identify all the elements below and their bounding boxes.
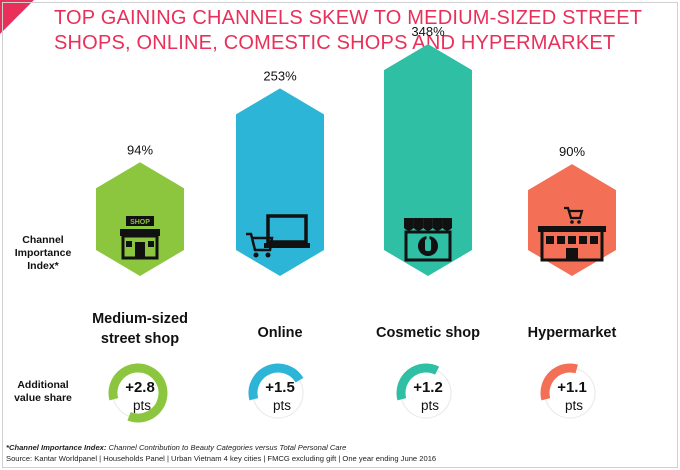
awning-stripe — [413, 218, 424, 231]
category-label: Medium-sized — [92, 311, 188, 327]
shop-sign-board — [126, 216, 154, 226]
awning-stripe — [423, 218, 433, 231]
index-bar — [528, 164, 616, 276]
share-value-label: +1.1 — [557, 379, 587, 396]
market-window — [568, 236, 576, 244]
footnote-definition: *Channel Importance Index: Channel Contr… — [6, 443, 676, 454]
market-window — [546, 236, 554, 244]
share-label-line-1: Additional — [17, 379, 69, 391]
index-label-line-2: Importance — [14, 247, 72, 259]
market-window — [579, 236, 587, 244]
market-cart — [564, 206, 584, 220]
market-window — [557, 236, 565, 244]
storefront-body — [404, 230, 452, 262]
share-unit-label: pts — [273, 398, 291, 413]
share-unit-label: pts — [565, 398, 583, 413]
slide-title: TOP GAINING CHANNELS SKEW TO MEDIUM-SIZE… — [54, 6, 674, 56]
index-label-line-1: Channel — [22, 234, 64, 246]
storefront-bottle-icon — [404, 218, 452, 262]
category-label: street shop — [101, 331, 179, 347]
laptop-screen — [266, 214, 308, 244]
category-label: Online — [257, 325, 302, 341]
market-cart-wheel-left — [570, 220, 574, 224]
share-row-label: Additional value share — [4, 379, 82, 405]
index-label-line-3: Index* — [27, 260, 59, 272]
footnote-definition-label: *Channel Importance Index: — [6, 443, 107, 452]
share-value-label: +2.8 — [125, 379, 155, 396]
share-value-label: +1.5 — [265, 379, 295, 396]
index-value-label: 90% — [559, 144, 585, 159]
shop-awning — [120, 229, 160, 236]
laptop-base — [264, 243, 310, 248]
cart-wheel-left — [253, 252, 259, 258]
shop-sign-text: SHOP — [130, 219, 150, 226]
share-unit-label: pts — [133, 398, 151, 413]
cart-body — [246, 232, 274, 252]
title-line-1: TOP GAINING CHANNELS SKEW TO MEDIUM-SIZE… — [54, 7, 643, 29]
index-value-label: 348% — [411, 24, 445, 39]
cart-wheel-right — [265, 252, 271, 258]
awning-stripe — [404, 218, 414, 231]
shop-window-right — [148, 241, 154, 247]
share-unit-label: pts — [421, 398, 439, 413]
share-ring-arc — [540, 363, 578, 401]
market-door — [566, 248, 578, 260]
footnote: *Channel Importance Index: Channel Contr… — [6, 443, 676, 464]
index-value-label: 94% — [127, 142, 153, 157]
corner-accent — [0, 0, 34, 34]
shop-door — [135, 242, 145, 258]
market-roof — [538, 226, 606, 232]
market-cart-wheel-right — [577, 220, 581, 224]
storefront-awning — [404, 218, 452, 231]
share-value-label: +1.2 — [413, 379, 443, 396]
footnote-source: Source: Kantar Worldpanel | Households P… — [6, 453, 437, 463]
category-label: Hypermarket — [528, 325, 617, 341]
shop-sign-icon: SHOP — [120, 216, 160, 260]
share-ring-arc — [108, 363, 168, 423]
channel-group: 348% Cosmetic shop +1.2 pts — [376, 24, 480, 419]
channel-group: 253% Online +1.5 pts — [236, 68, 324, 419]
bottle-shape — [425, 239, 431, 251]
index-row-label: Channel Importance Index* — [4, 234, 82, 273]
hypermarket-cart-icon — [538, 206, 606, 262]
awning-stripe — [432, 218, 443, 231]
category-label: Cosmetic shop — [376, 325, 480, 341]
share-ring-arc — [248, 363, 304, 401]
footnote-definition-text: Channel Contribution to Beauty Categorie… — [106, 443, 347, 452]
share-ring-arc — [396, 363, 440, 401]
bottle-cap — [426, 236, 430, 240]
shop-window-left — [126, 241, 132, 247]
title-line-2: SHOPS, ONLINE, COMESTIC SHOPS AND HYPERM… — [54, 32, 616, 54]
share-label-line-2: value share — [14, 392, 72, 404]
awning-stripe — [442, 218, 452, 231]
market-window — [590, 236, 598, 244]
index-value-label: 253% — [263, 68, 297, 83]
channel-group: 94% SHOP Medium-sized street shop +2.8 pts — [92, 142, 188, 423]
laptop-cart-icon — [246, 214, 310, 258]
channel-group: 90% Hypermarket +1.1 pts — [528, 144, 617, 419]
index-bar — [236, 88, 324, 276]
